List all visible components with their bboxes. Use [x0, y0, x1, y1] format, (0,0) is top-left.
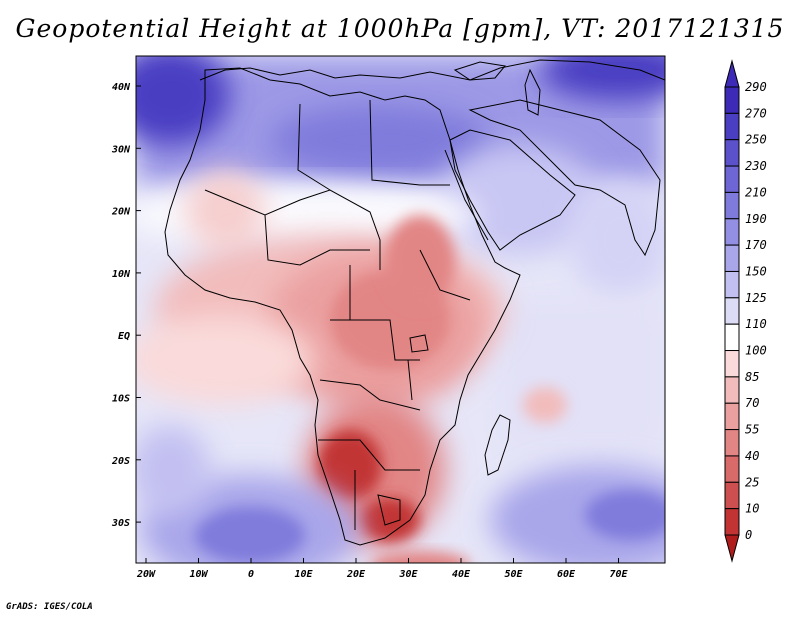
latitude-axis: 40N 30N 20N 10N EQ 10S 20S 30S — [111, 82, 141, 529]
coastlines — [164, 59, 665, 546]
lat-label: 40N — [112, 82, 131, 93]
lat-label: 30S — [111, 518, 130, 529]
lat-label: EQ — [118, 331, 130, 342]
colorbar-segment — [724, 455, 740, 483]
colorbar-segment — [724, 376, 740, 404]
colorbar-segment — [724, 508, 740, 536]
lon-label: 10W — [189, 569, 208, 580]
lat-label: 10N — [112, 269, 131, 280]
lon-label: 30E — [398, 569, 418, 580]
lon-label: 10E — [294, 569, 313, 580]
colorbar-min-arrow — [724, 534, 740, 563]
lon-label: 60E — [557, 569, 576, 580]
colorbar-segment — [724, 350, 740, 378]
lat-label: 10S — [112, 394, 130, 405]
lon-label: 40E — [452, 569, 471, 580]
colorbar-label: 85 — [745, 370, 759, 384]
grads-credit: GrADS: IGES/COLA — [6, 602, 93, 612]
map-border — [135, 55, 666, 564]
colorbar-label: 170 — [745, 238, 767, 252]
colorbar-label: 25 — [745, 475, 759, 489]
lon-label: 50E — [504, 569, 523, 580]
colorbar-segment — [724, 323, 740, 352]
colorbar-label: 40 — [745, 449, 759, 463]
longitude-axis: 20W 10W 0 10E 20E 30E 40E 50E 60E 70E — [136, 558, 629, 580]
colorbar-max-arrow — [724, 59, 740, 88]
colorbar-segment — [724, 244, 740, 272]
lon-label: 20E — [346, 569, 366, 580]
lon-label: 0 — [248, 569, 254, 580]
lat-label: 30N — [111, 144, 131, 155]
colorbar-label: 270 — [745, 106, 767, 120]
lat-label: 20N — [111, 207, 131, 218]
colorbar-segment — [724, 402, 740, 431]
colorbar-segment — [724, 270, 740, 299]
colorbar-label: 125 — [745, 291, 767, 305]
colorbar-segment — [724, 297, 740, 325]
colorbar-label: 210 — [745, 185, 767, 199]
colorbar-label: 190 — [745, 212, 767, 226]
shaded-field — [136, 56, 665, 563]
colorbar-label: 290 — [745, 80, 767, 94]
colorbar-segment — [724, 429, 740, 457]
colorbar-label: 55 — [745, 423, 759, 437]
lat-label: 20S — [111, 456, 130, 467]
colorbar-segment — [724, 191, 740, 220]
lon-label: 70E — [609, 569, 628, 580]
colorbar-segment — [724, 86, 740, 114]
chart-title: Geopotential Height at 1000hPa [gpm], VT… — [15, 14, 785, 43]
colorbar-label: 110 — [745, 317, 767, 331]
colorbar-segment — [724, 139, 740, 167]
colorbar-segment — [724, 112, 740, 141]
colorbar-label: 150 — [745, 264, 767, 278]
colorbar-label: 100 — [745, 344, 767, 358]
colorbar-label: 10 — [745, 502, 759, 516]
colorbar-segment — [724, 165, 740, 193]
colorbar-label: 230 — [745, 159, 767, 173]
colorbar-label: 0 — [745, 528, 752, 542]
colorbar-label: 250 — [745, 133, 767, 147]
lon-label: 20W — [136, 569, 156, 580]
colorbar-label: 70 — [745, 396, 759, 410]
colorbar: 2902702502302101901701501251101008570554… — [724, 59, 767, 563]
colorbar-segment — [724, 218, 740, 246]
colorbar-segment — [724, 481, 740, 510]
